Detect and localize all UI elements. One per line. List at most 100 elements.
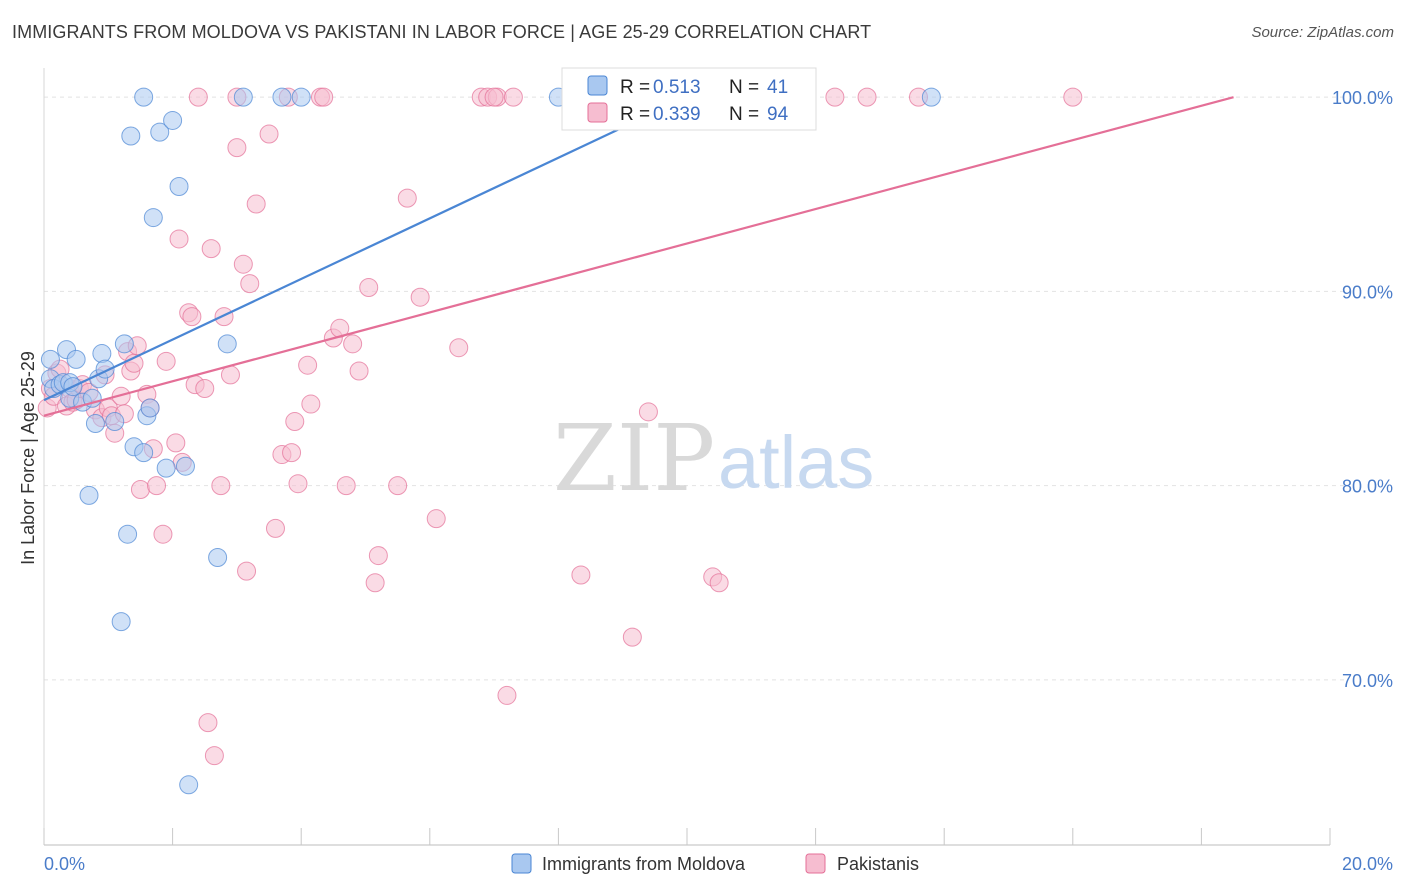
point-pakistanis — [220, 365, 240, 385]
point-pakistanis — [368, 546, 388, 566]
point-pakistanis — [285, 412, 305, 432]
point-moldova — [272, 87, 292, 107]
y-tick-label: 70.0% — [1342, 671, 1393, 691]
point-pakistanis — [166, 433, 186, 453]
point-pakistanis — [246, 194, 266, 214]
point-pakistanis — [314, 87, 334, 107]
point-moldova — [121, 126, 141, 146]
stats-r-value-moldova: 0.513 — [653, 77, 701, 98]
point-moldova — [150, 122, 170, 142]
point-moldova — [79, 485, 99, 505]
point-pakistanis — [343, 334, 363, 354]
point-moldova — [134, 443, 154, 463]
point-pakistanis — [169, 229, 189, 249]
point-pakistanis — [349, 361, 369, 381]
point-moldova — [134, 87, 154, 107]
point-moldova — [85, 413, 105, 433]
point-moldova — [66, 349, 86, 369]
point-moldova — [179, 775, 199, 795]
point-pakistanis — [388, 476, 408, 496]
trend-lines — [43, 96, 1234, 417]
point-pakistanis — [359, 278, 379, 298]
gridlines — [44, 96, 1344, 681]
point-moldova — [217, 334, 237, 354]
point-pakistanis — [214, 307, 234, 327]
point-pakistanis — [147, 476, 167, 496]
point-moldova — [140, 398, 160, 418]
legend-swatch-moldova — [511, 853, 532, 874]
point-pakistanis — [211, 476, 231, 496]
point-pakistanis — [153, 524, 173, 544]
point-moldova — [118, 524, 138, 544]
point-pakistanis — [365, 573, 385, 593]
watermark-zip: ZIP — [553, 405, 715, 512]
point-pakistanis — [825, 87, 845, 107]
point-moldova — [233, 87, 253, 107]
point-pakistanis — [298, 355, 318, 375]
point-pakistanis — [259, 124, 279, 144]
x-ticks — [43, 828, 1331, 845]
point-pakistanis — [233, 254, 253, 274]
y-tick-labels: 100.0% 90.0% 80.0% 70.0% — [1332, 88, 1393, 691]
x-tick-labels: 0.0% 20.0% — [44, 854, 1393, 874]
point-moldova — [921, 87, 941, 107]
stats-r-value-pakistanis: 0.339 — [653, 104, 701, 125]
stats-legend: R = 0.513 N = 41 R = 0.339 N = 94 — [561, 67, 817, 131]
point-pakistanis — [503, 87, 523, 107]
point-moldova — [169, 176, 189, 196]
point-moldova — [111, 612, 131, 632]
point-pakistanis — [282, 443, 302, 463]
stats-r-label-pakistanis: R = — [620, 104, 650, 125]
point-pakistanis — [130, 480, 150, 500]
trend-line-pakistanis — [43, 96, 1234, 417]
series-legend: Immigrants from Moldova Pakistanis — [511, 853, 919, 874]
point-moldova — [105, 412, 125, 432]
point-pakistanis — [571, 565, 591, 585]
stats-r-label-moldova: R = — [620, 77, 650, 98]
y-tick-label: 100.0% — [1332, 88, 1393, 108]
point-pakistanis — [288, 474, 308, 494]
point-pakistanis — [638, 402, 658, 422]
point-pakistanis — [709, 573, 729, 593]
trend-line-moldova — [43, 96, 688, 402]
point-pakistanis — [301, 394, 321, 414]
y-tick-label: 80.0% — [1342, 477, 1393, 497]
stats-n-label-pakistanis: N = — [729, 104, 759, 125]
point-pakistanis — [484, 87, 504, 107]
watermark-atlas: atlas — [718, 421, 874, 504]
point-pakistanis — [497, 685, 517, 705]
point-pakistanis — [188, 87, 208, 107]
point-pakistanis — [227, 138, 247, 158]
point-pakistanis — [240, 274, 260, 294]
point-pakistanis — [426, 509, 446, 529]
point-moldova — [156, 458, 176, 478]
point-pakistanis — [449, 338, 469, 358]
point-moldova — [114, 334, 134, 354]
stats-n-value-moldova: 41 — [767, 77, 788, 98]
point-pakistanis — [336, 476, 356, 496]
point-pakistanis — [397, 188, 417, 208]
point-pakistanis — [156, 351, 176, 371]
stats-swatch-pakistanis — [587, 102, 608, 123]
x-tick-label: 0.0% — [44, 854, 85, 874]
point-pakistanis — [1063, 87, 1083, 107]
point-moldova — [208, 548, 228, 568]
series-moldova-points — [40, 87, 941, 795]
x-tick-label: 20.0% — [1342, 854, 1393, 874]
point-pakistanis — [857, 87, 877, 107]
point-moldova — [143, 208, 163, 228]
legend-swatch-pakistanis — [805, 853, 826, 874]
point-pakistanis — [182, 307, 202, 327]
source-credit: Source: ZipAtlas.com — [1251, 24, 1394, 41]
point-moldova — [40, 349, 60, 369]
point-pakistanis — [195, 379, 215, 399]
stats-n-label-moldova: N = — [729, 77, 759, 98]
watermark: ZIP atlas — [553, 405, 874, 512]
chart-title: IMMIGRANTS FROM MOLDOVA VS PAKISTANI IN … — [12, 22, 872, 42]
point-moldova — [175, 456, 195, 476]
point-moldova — [291, 87, 311, 107]
point-pakistanis — [204, 746, 224, 766]
legend-label-moldova: Immigrants from Moldova — [542, 854, 746, 874]
stats-n-value-pakistanis: 94 — [767, 104, 789, 125]
